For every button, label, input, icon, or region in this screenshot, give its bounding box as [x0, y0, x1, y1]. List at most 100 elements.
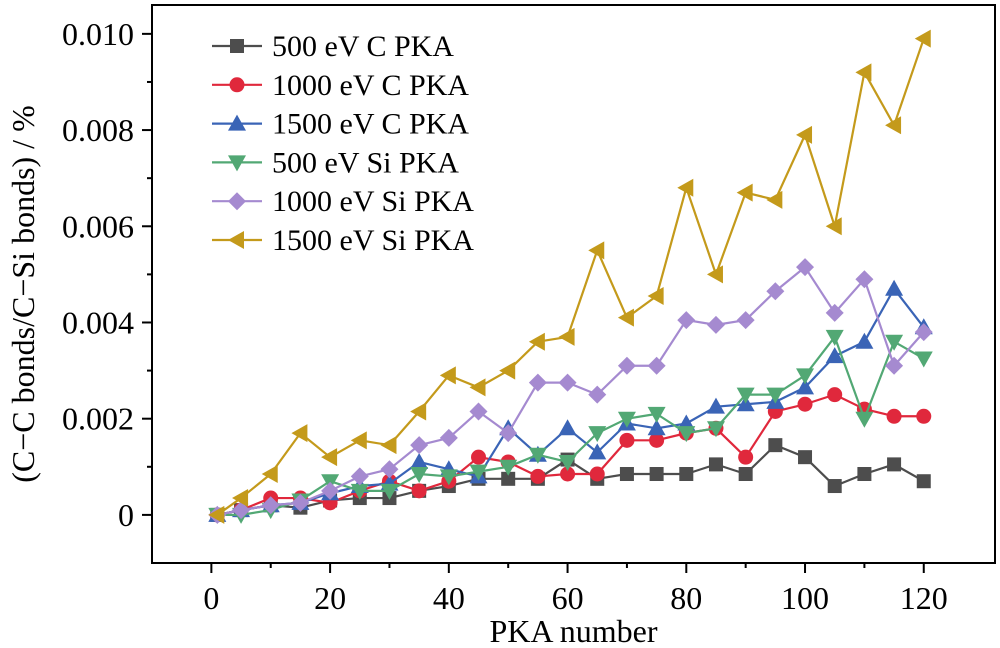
data-point: [617, 356, 636, 375]
data-point: [558, 454, 577, 471]
plot-frame: [151, 4, 996, 564]
data-point: [766, 282, 785, 301]
data-point: [558, 419, 577, 436]
data-point: [855, 270, 874, 289]
legend-item: 1500 eV C PKA: [212, 108, 469, 141]
data-point: [825, 329, 844, 346]
x-tick-label: 40: [433, 580, 465, 616]
y-tick-label: 0.006: [62, 208, 134, 244]
data-point: [736, 311, 755, 330]
series-line: [217, 287, 925, 516]
x-axis: 0 20 40 60 80 100 120: [203, 563, 948, 616]
data-point: [350, 483, 369, 500]
data-point: [410, 452, 429, 469]
data-point: [617, 308, 634, 327]
data-point: [857, 467, 872, 482]
data-point: [855, 332, 874, 349]
data-point: [471, 449, 487, 465]
x-tick-label: 80: [670, 580, 702, 616]
data-point: [208, 505, 225, 524]
legend-marker: [228, 192, 246, 211]
legend-marker: [228, 155, 246, 172]
data-point: [738, 449, 754, 465]
data-point: [588, 385, 607, 404]
data-point: [738, 467, 753, 482]
data-point: [766, 387, 785, 404]
data-point: [796, 378, 815, 395]
data-point: [885, 334, 904, 351]
legend-item: 500 eV Si PKA: [212, 146, 459, 179]
data-point: [647, 356, 666, 375]
data-point: [825, 347, 844, 364]
data-point: [380, 436, 397, 455]
x-tick-label: 0: [203, 580, 219, 616]
data-point: [886, 408, 902, 424]
data-point: [916, 408, 932, 424]
data-point: [914, 323, 933, 342]
y-tick-label: 0.002: [62, 401, 134, 437]
data-point: [291, 493, 310, 512]
data-point: [796, 125, 813, 144]
data-point: [619, 467, 634, 482]
data-point: [261, 496, 280, 515]
series-3: [208, 279, 933, 522]
x-tick-label: 120: [900, 580, 948, 616]
legend-marker: [228, 231, 244, 249]
data-point: [558, 373, 577, 392]
legend: 500 eV C PKA 1000 eV C PKA 1500 eV C PKA 50…: [212, 30, 474, 257]
data-point: [885, 279, 904, 296]
data-point: [261, 465, 278, 484]
data-point: [321, 481, 340, 500]
y-axis-title: (C−C bonds/C−Si bonds) / %: [5, 105, 41, 482]
data-point: [647, 419, 666, 436]
data-point: [887, 457, 902, 472]
data-point: [825, 303, 844, 322]
data-point: [617, 411, 636, 428]
data-point: [827, 387, 843, 403]
data-point: [855, 411, 874, 428]
data-point: [528, 373, 547, 392]
data-point: [706, 265, 723, 284]
legend-item: 1500 eV Si PKA: [212, 224, 474, 257]
data-point: [825, 217, 842, 236]
y-tick-label: 0.010: [62, 16, 134, 52]
legend-label: 1000 eV C PKA: [272, 69, 469, 102]
data-point: [619, 432, 635, 448]
data-point: [411, 483, 427, 499]
data-point: [914, 351, 933, 368]
data-point: [528, 447, 547, 464]
data-point: [291, 424, 308, 443]
data-point: [439, 469, 458, 486]
data-point: [499, 459, 518, 476]
data-point: [706, 397, 725, 414]
data-point: [706, 421, 725, 438]
plot-border: [151, 4, 996, 564]
data-point: [736, 387, 755, 404]
x-axis-title: PKA number: [490, 613, 658, 648]
data-point: [797, 396, 813, 412]
data-point: [736, 183, 753, 202]
series-layer: [208, 29, 933, 524]
series-4: [208, 329, 933, 524]
legend-label: 1000 eV Si PKA: [272, 185, 474, 218]
legend-marker: [230, 39, 244, 53]
data-point: [499, 361, 516, 380]
x-tick-label: 60: [552, 580, 584, 616]
data-point: [501, 471, 516, 486]
data-point: [588, 426, 607, 443]
legend-item: 1000 eV Si PKA: [212, 185, 474, 218]
legend-item: 500 eV C PKA: [212, 30, 454, 63]
legend-label: 500 eV Si PKA: [272, 146, 459, 179]
legend-label: 1500 eV C PKA: [272, 108, 469, 141]
data-point: [647, 406, 666, 423]
data-point: [679, 467, 694, 482]
data-point: [469, 402, 488, 421]
data-point: [677, 178, 694, 197]
data-point: [589, 466, 605, 482]
legend-marker: [228, 114, 246, 131]
data-point: [855, 63, 872, 82]
data-point: [530, 468, 546, 484]
data-point: [380, 460, 399, 479]
y-axis: 0 0.002 0.004 0.006 0.008 0.010: [62, 16, 152, 533]
